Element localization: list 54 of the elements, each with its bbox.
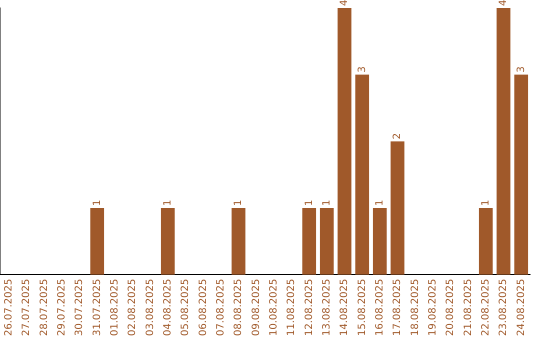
x-tick-label: 26.07.2025 xyxy=(3,278,14,336)
data-label: 1 xyxy=(480,200,492,206)
bar xyxy=(372,208,387,275)
x-tick-label: 12.08.2025 xyxy=(304,278,315,336)
x-tick-label: 31.07.2025 xyxy=(92,278,103,336)
x-tick-label: 21.08.2025 xyxy=(462,278,474,336)
x-tick-label: 09.08.2025 xyxy=(250,278,262,336)
x-tick-label: 04.08.2025 xyxy=(162,278,174,336)
bar xyxy=(496,8,510,275)
bar xyxy=(514,74,528,275)
x-tick-label: 02.08.2025 xyxy=(127,278,138,336)
x-tick-label: 18.08.2025 xyxy=(410,278,421,336)
x-tick-label: 11.08.2025 xyxy=(286,278,298,336)
data-label: 3 xyxy=(356,66,368,73)
x-tick-label: 24.08.2025 xyxy=(516,278,527,336)
x-tick-label: 01.08.2025 xyxy=(109,278,120,336)
bar xyxy=(302,208,316,275)
bar xyxy=(355,74,370,275)
x-tick-label: 05.08.2025 xyxy=(180,278,192,336)
bar xyxy=(160,208,175,275)
bar xyxy=(232,208,246,275)
x-tick-label: 06.08.2025 xyxy=(198,278,209,336)
x-tick-label: 13.08.2025 xyxy=(321,278,332,336)
data-label: 1 xyxy=(162,200,174,206)
x-tick-label: 20.08.2025 xyxy=(445,278,456,336)
bar xyxy=(390,141,404,275)
data-label: 1 xyxy=(374,200,386,206)
data-label: 1 xyxy=(233,200,244,206)
data-label: 3 xyxy=(516,66,527,73)
bar xyxy=(320,208,334,275)
x-tick-label: 16.08.2025 xyxy=(374,278,386,336)
data-label: 4 xyxy=(498,0,510,6)
x-tick-label: 03.08.2025 xyxy=(144,278,156,336)
x-tick-label: 23.08.2025 xyxy=(498,278,510,336)
x-tick-label: 07.08.2025 xyxy=(215,278,226,336)
bar xyxy=(478,208,493,275)
bar xyxy=(90,208,104,275)
data-label: 1 xyxy=(304,200,315,206)
x-tick-label: 19.08.2025 xyxy=(427,278,438,336)
x-tick-label: 14.08.2025 xyxy=(339,278,350,336)
x-tick-label: 27.07.2025 xyxy=(21,278,32,336)
x-tick-label: 17.08.2025 xyxy=(392,278,404,336)
data-label: 2 xyxy=(392,132,404,140)
bar xyxy=(338,8,352,275)
x-tick-label: 15.08.2025 xyxy=(356,278,368,336)
data-label: 4 xyxy=(339,0,350,6)
x-tick-label: 10.08.2025 xyxy=(268,278,280,336)
data-label: 1 xyxy=(321,200,332,206)
data-label: 1 xyxy=(92,200,103,206)
x-tick-label: 30.07.2025 xyxy=(74,278,86,336)
x-tick-label: 22.08.2025 xyxy=(480,278,492,336)
x-tick-label: 08.08.2025 xyxy=(233,278,244,336)
x-tick-label: 28.07.2025 xyxy=(38,278,50,336)
x-tick-label: 29.07.2025 xyxy=(56,278,68,336)
